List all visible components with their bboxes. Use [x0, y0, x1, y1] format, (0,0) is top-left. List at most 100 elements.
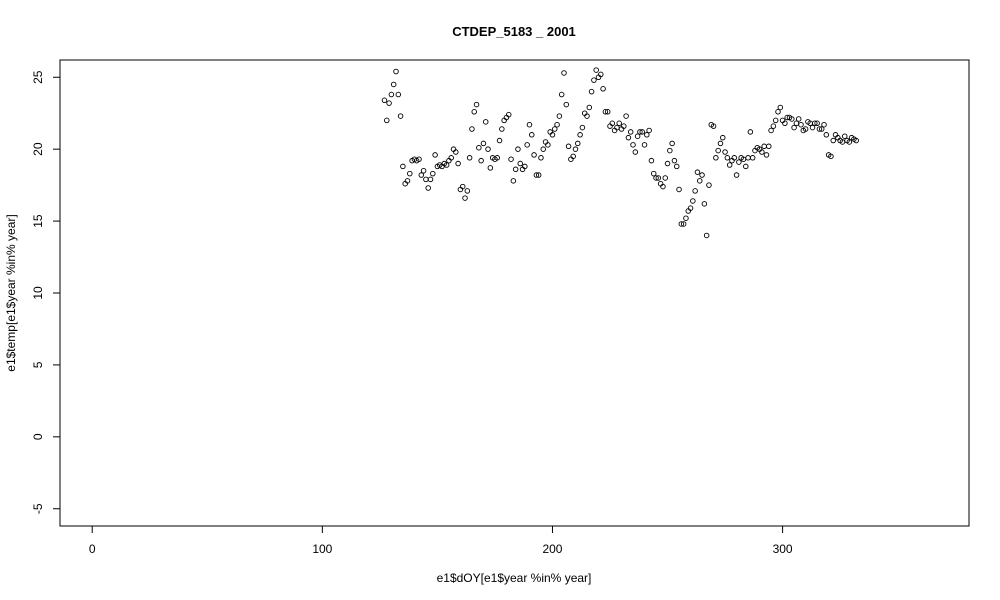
data-point — [713, 155, 719, 161]
data-point — [759, 149, 765, 155]
data-point — [816, 126, 823, 132]
data-point — [818, 126, 825, 132]
data-point — [529, 132, 535, 138]
data-point — [660, 183, 666, 190]
data-point — [579, 124, 586, 131]
data-point — [627, 129, 634, 135]
data-point — [749, 155, 756, 161]
data-point — [646, 127, 652, 134]
data-point — [430, 170, 436, 177]
data-point — [768, 127, 774, 134]
data-point — [650, 170, 657, 177]
data-point — [473, 101, 480, 108]
data-point — [782, 120, 788, 127]
y-tick-label: 15 — [31, 214, 45, 228]
data-point — [494, 155, 500, 161]
data-point — [726, 162, 733, 168]
data-points — [381, 67, 859, 239]
data-point — [466, 155, 473, 161]
data-point — [388, 91, 395, 98]
data-point — [812, 120, 818, 127]
data-point — [496, 137, 503, 144]
data-point — [637, 129, 643, 135]
data-point — [464, 188, 471, 194]
data-point — [443, 162, 450, 168]
data-point — [763, 152, 770, 158]
data-point — [791, 124, 797, 131]
data-point — [789, 116, 795, 122]
data-point — [420, 167, 427, 174]
data-point — [400, 163, 406, 170]
data-point — [653, 175, 659, 181]
data-point — [480, 140, 487, 147]
chart-title: CTDEP_5183 _ 2001 — [452, 24, 576, 39]
data-point — [554, 121, 560, 128]
y-axis-label: e1$temp[e1$year %in% year] — [4, 214, 18, 371]
data-point — [669, 140, 675, 147]
y-tick-label: 0 — [31, 433, 45, 440]
data-point — [798, 121, 804, 128]
x-tick-label: 100 — [312, 542, 332, 556]
data-point — [515, 146, 521, 152]
data-point — [853, 137, 859, 144]
data-point — [745, 155, 751, 161]
data-point — [545, 142, 551, 148]
data-point — [664, 160, 671, 167]
plot-frame — [59, 59, 970, 527]
data-point — [572, 146, 579, 152]
data-point — [531, 152, 537, 158]
data-point — [448, 155, 454, 161]
data-point — [561, 70, 567, 76]
data-point — [386, 100, 392, 106]
data-point — [678, 221, 685, 227]
data-point — [724, 155, 731, 161]
data-point — [404, 178, 411, 184]
data-point — [510, 178, 517, 184]
data-point — [577, 132, 583, 138]
data-point — [558, 91, 565, 98]
data-point — [469, 126, 475, 132]
data-point — [671, 157, 678, 164]
data-point — [397, 113, 404, 119]
data-point — [485, 146, 491, 152]
data-point — [552, 126, 558, 132]
data-point — [830, 137, 836, 144]
data-point — [683, 215, 689, 221]
data-point — [717, 140, 724, 147]
x-tick-label: 300 — [773, 542, 793, 556]
data-point — [505, 111, 512, 118]
x-axis: 0 100 200 300 — [89, 525, 793, 556]
data-point — [471, 109, 477, 115]
data-point — [384, 117, 390, 124]
data-point — [381, 97, 388, 104]
y-tick-label: 10 — [31, 286, 45, 300]
data-point — [632, 149, 639, 155]
data-point — [621, 123, 627, 129]
data-point — [575, 140, 581, 147]
data-point — [549, 132, 556, 138]
data-point — [604, 109, 611, 115]
data-point — [462, 195, 468, 201]
data-point — [499, 126, 505, 132]
data-point — [703, 232, 710, 239]
data-point — [828, 153, 834, 160]
data-point — [517, 160, 524, 167]
y-tick-label: 25 — [31, 70, 45, 84]
data-point — [692, 188, 698, 194]
data-point — [720, 134, 726, 141]
data-point — [731, 155, 738, 161]
data-point — [802, 126, 809, 132]
data-point — [690, 198, 696, 204]
data-point — [526, 121, 533, 128]
data-point — [600, 86, 606, 92]
data-point — [706, 182, 712, 188]
data-point — [418, 172, 425, 178]
data-point — [407, 170, 413, 177]
data-point — [644, 132, 650, 138]
data-point — [390, 81, 397, 88]
data-point — [793, 120, 800, 127]
data-point — [453, 149, 459, 155]
y-axis: -5 0 5 10 15 20 25 — [31, 70, 60, 514]
data-point — [809, 124, 816, 131]
data-point — [602, 109, 609, 115]
